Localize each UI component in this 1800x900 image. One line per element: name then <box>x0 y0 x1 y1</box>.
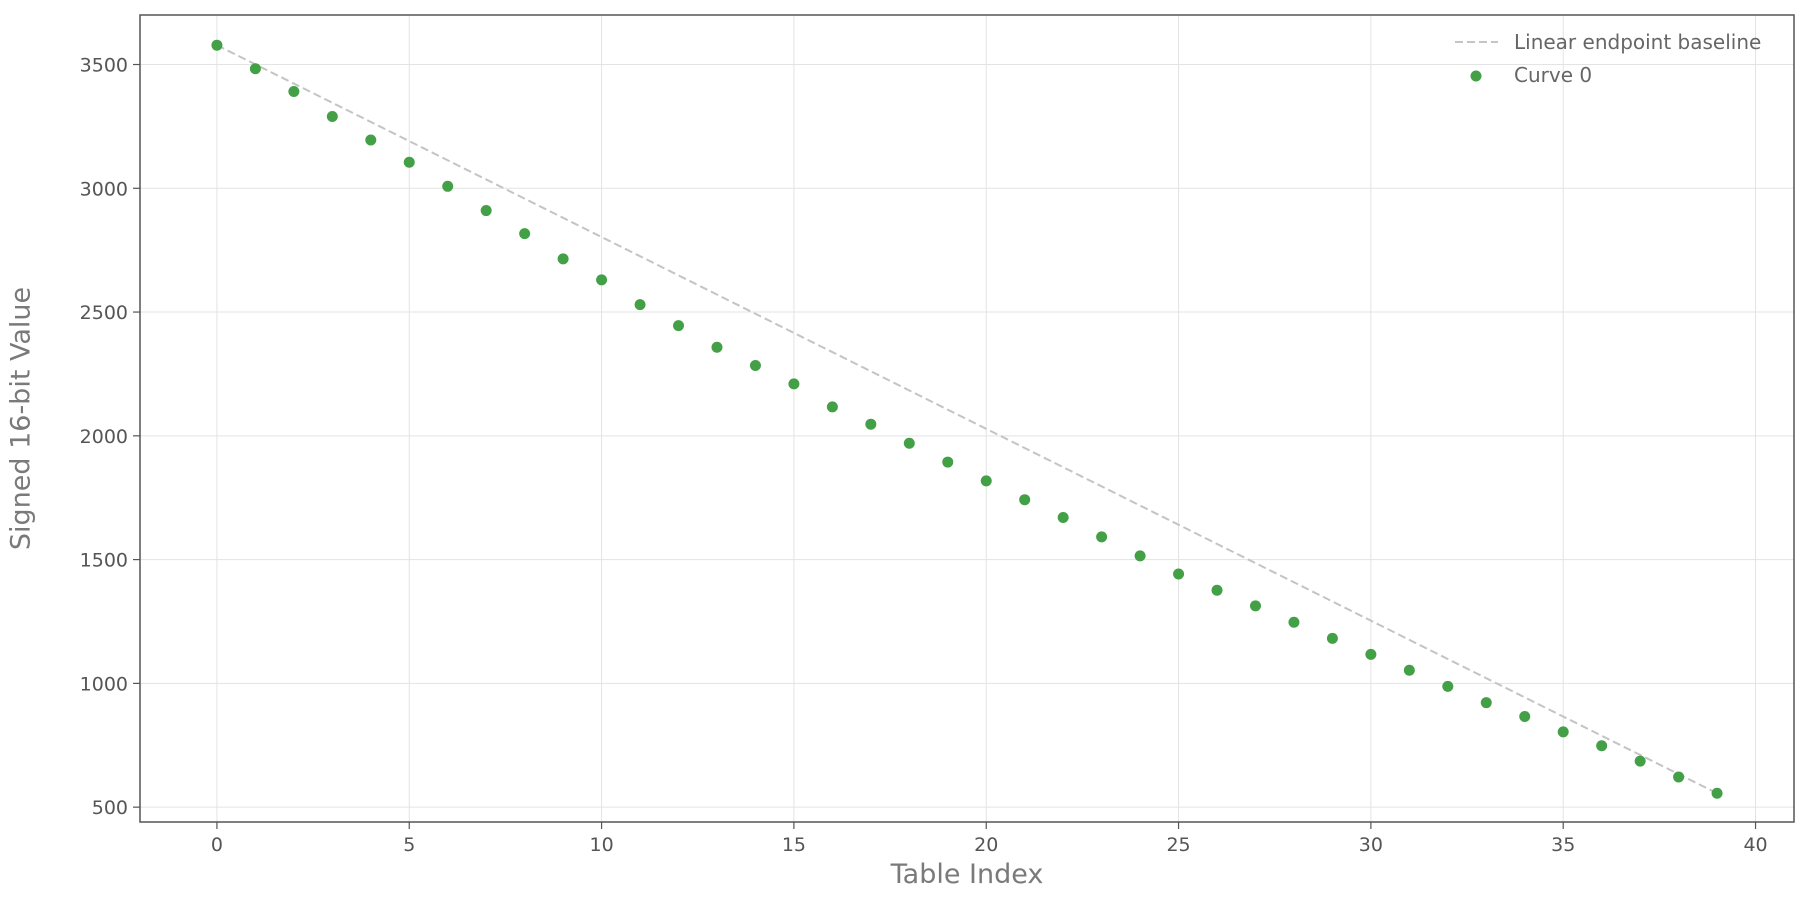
data-point <box>1596 740 1608 752</box>
legend-curve-0-swatch <box>1470 70 1482 82</box>
x-tick-label: 10 <box>589 834 613 856</box>
x-tick-label: 0 <box>211 834 223 856</box>
data-point <box>903 437 915 449</box>
data-point <box>519 228 531 240</box>
data-point <box>249 63 261 75</box>
y-tick-label: 500 <box>92 797 128 819</box>
data-point <box>1480 697 1492 709</box>
legend-label-curve-0: Curve 0 <box>1514 63 1592 87</box>
data-point <box>1442 680 1454 692</box>
x-tick-label: 20 <box>974 834 998 856</box>
data-point <box>788 378 800 390</box>
y-axis-title: Signed 16-bit Value <box>6 287 37 550</box>
data-point <box>1173 568 1185 580</box>
data-point <box>749 360 761 372</box>
baseline-line <box>216 44 1718 795</box>
data-point <box>1519 711 1531 723</box>
axis-ticks: 0 5 10 15 20 25 30 35 40 500 1000 1500 2000 2500 3000 3… <box>80 55 1768 856</box>
x-tick-label: 30 <box>1359 834 1383 856</box>
x-tick-label: 5 <box>403 834 415 856</box>
legend: Linear endpoint baseline Curve 0 <box>1455 30 1761 87</box>
data-point <box>557 253 569 265</box>
data-point <box>1019 494 1031 506</box>
data-point <box>211 39 223 51</box>
data-point <box>942 456 954 468</box>
data-point <box>1326 632 1338 644</box>
data-point <box>1403 664 1415 676</box>
y-tick-label: 3500 <box>80 55 128 77</box>
data-point <box>711 341 723 353</box>
data-point <box>1134 550 1146 562</box>
data-point <box>288 85 300 97</box>
data-point <box>673 320 685 332</box>
data-point <box>1249 600 1261 612</box>
data-point <box>1673 771 1685 783</box>
data-point <box>1711 787 1723 799</box>
data-point <box>442 180 454 192</box>
data-point <box>1557 726 1569 738</box>
data-point <box>1057 512 1069 524</box>
data-point <box>480 205 492 217</box>
data-point <box>403 156 415 168</box>
curve-0-series <box>211 39 1723 799</box>
x-tick-label: 40 <box>1743 834 1767 856</box>
x-tick-label: 15 <box>782 834 806 856</box>
y-tick-label: 3000 <box>80 178 128 200</box>
data-point <box>1096 531 1108 543</box>
data-point <box>1288 616 1300 628</box>
data-point <box>634 299 646 311</box>
data-point <box>326 110 338 122</box>
data-point <box>1211 584 1223 596</box>
x-axis-title: Table Index <box>890 859 1044 890</box>
plot-frame <box>139 14 1795 823</box>
data-point <box>980 475 992 487</box>
x-tick-label: 25 <box>1166 834 1190 856</box>
data-point <box>596 274 608 286</box>
y-tick-label: 1500 <box>80 550 128 572</box>
data-point <box>826 401 838 413</box>
data-point <box>1365 648 1377 660</box>
x-tick-label: 35 <box>1551 834 1575 856</box>
data-point <box>1634 755 1646 767</box>
data-point <box>865 418 877 430</box>
baseline-series <box>216 44 1718 795</box>
y-tick-label: 2000 <box>80 426 128 448</box>
data-point <box>365 134 377 146</box>
y-tick-label: 2500 <box>80 302 128 324</box>
y-tick-label: 1000 <box>80 673 128 695</box>
legend-label-baseline: Linear endpoint baseline <box>1514 30 1761 54</box>
grid-lines <box>140 15 1794 822</box>
